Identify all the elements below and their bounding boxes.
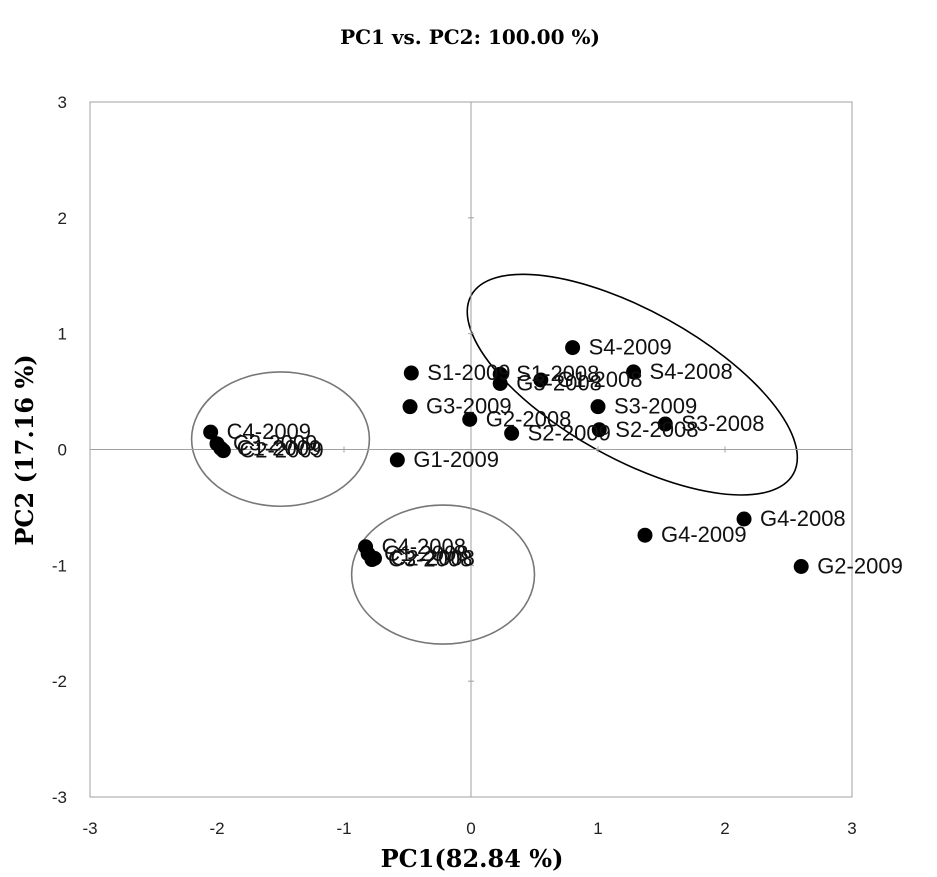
- label-s4-2008: S4-2008: [650, 359, 733, 384]
- x-tick-label: 1: [593, 819, 602, 838]
- point-s4-2008: [626, 364, 642, 380]
- data-points: [203, 340, 809, 574]
- label-c2-2008: C2-2008: [390, 545, 474, 570]
- point-s3-2008: [657, 416, 673, 432]
- label-g1-2008: G1-2008: [557, 367, 643, 392]
- point-g3-2009: [402, 399, 418, 415]
- x-tick-label: 2: [720, 819, 729, 838]
- cluster-ellipse-1: [190, 371, 371, 508]
- y-tick-label: -3: [52, 788, 67, 807]
- label-s4-2009: S4-2009: [589, 335, 672, 360]
- label-s1-2008: S1-2008: [516, 361, 599, 386]
- point-s2-2009: [504, 425, 520, 441]
- label-g2-2009: G2-2009: [817, 553, 903, 578]
- label-g3-2008: G3-2008: [516, 370, 602, 395]
- label-g4-2008: G4-2008: [760, 506, 846, 531]
- point-c2-2009: [215, 443, 231, 459]
- cluster-ellipse-2: [350, 504, 536, 645]
- point-s4-2009: [565, 340, 581, 356]
- label-g2-2008: G2-2008: [486, 406, 572, 431]
- y-tick-label: 2: [58, 209, 67, 228]
- x-tick-label: -3: [82, 819, 97, 838]
- label-c2-2009: C2-2009: [239, 438, 323, 463]
- point-c3-2008: [364, 552, 380, 568]
- y-tick-label: 1: [58, 325, 67, 344]
- y-tick-label: 3: [58, 93, 67, 112]
- point-s2-2008: [591, 422, 607, 438]
- point-s3-2009: [590, 399, 606, 415]
- label-c3-2008: C3-2008: [388, 547, 472, 572]
- point-g1-2009: [389, 452, 405, 468]
- y-axis-title: PC2 (17.16 %): [10, 354, 39, 545]
- label-s2-2008: S2-2008: [615, 417, 698, 442]
- point-c4-2009: [203, 424, 219, 440]
- label-g1-2009: G1-2009: [413, 447, 499, 472]
- y-tick-label: 0: [58, 441, 67, 460]
- label-c1-2009: C1-2009: [237, 435, 321, 460]
- point-g4-2009: [637, 527, 653, 543]
- y-tick-label: -1: [52, 556, 67, 575]
- chart-title: PC1 vs. PC2: 100.00 %): [340, 25, 600, 49]
- point-g2-2009: [793, 558, 809, 574]
- label-g4-2009: G4-2009: [661, 522, 747, 547]
- point-s1-2009: [403, 365, 419, 381]
- label-c1-2008: C1-2008: [384, 541, 468, 566]
- point-g4-2008: [736, 511, 752, 527]
- x-axis-title: PC1(82.84 %): [381, 844, 564, 873]
- label-c4-2009: C4-2009: [227, 419, 311, 444]
- label-c4-2008: C4-2008: [382, 534, 466, 559]
- point-g3-2008: [492, 375, 508, 391]
- x-tick-label: -1: [336, 819, 351, 838]
- y-tick-labels: -3 -2 -1 0 1 2 3: [52, 93, 67, 807]
- label-g3-2009: G3-2009: [426, 394, 512, 419]
- label-s1-2009: S1-2009: [427, 360, 510, 385]
- point-g2-2008: [462, 411, 478, 427]
- x-tick-label: 3: [847, 819, 856, 838]
- label-c3-2009: C3-2009: [233, 431, 317, 456]
- label-s3-2008: S3-2008: [681, 411, 764, 436]
- point-labels: C4-2009C3-2009C1-2009C2-2009S1-2009G3-20…: [227, 335, 903, 579]
- label-s2-2009: S2-2009: [528, 420, 611, 445]
- x-tick-labels: -3 -2 -1 0 1 2 3: [82, 819, 856, 838]
- label-s3-2009: S3-2009: [614, 394, 697, 419]
- x-tick-label: 0: [466, 819, 475, 838]
- point-g1-2008: [533, 372, 549, 388]
- y-tick-label: -2: [52, 672, 67, 691]
- x-tick-label: -2: [209, 819, 224, 838]
